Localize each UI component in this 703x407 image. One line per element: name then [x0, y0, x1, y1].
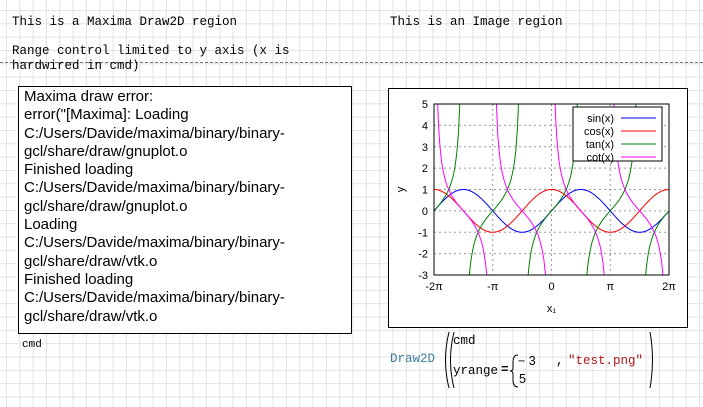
x-tick-label: 2π [662, 281, 676, 293]
y-tick-label: 5 [422, 99, 428, 111]
y-axis-label: y [395, 186, 407, 192]
equals-sign: = [501, 363, 509, 377]
series-line-cosx [434, 189, 669, 233]
right-title: This is an Image region [390, 15, 563, 29]
draw2d-formula[interactable]: Draw2D cmd yrange = − 3 5 , "test.png" [390, 330, 670, 390]
series-line-cotx [437, 104, 664, 275]
x-axis-label: x₁ [547, 303, 557, 315]
cmd-label: cmd [22, 339, 42, 351]
x-tick-label: π [606, 281, 614, 293]
y-tick-label: -2 [418, 249, 428, 261]
ymin-value: − 3 [518, 354, 536, 368]
image-region[interactable]: 5 4 3 2 1 0 -1 -2 -3 -2π -π 0 π 2π sin(x) cos(x) tan(x) c… [388, 88, 688, 328]
legend-label: sin(x) [587, 113, 614, 125]
brace-icon [510, 354, 519, 388]
error-text: Maxima draw error: error("[Maxima]: Load… [24, 88, 285, 325]
y-tick-label: -3 [418, 270, 428, 282]
region-separator [0, 62, 703, 63]
y-tick-label: 2 [422, 163, 428, 175]
ymax-value: 5 [519, 372, 526, 386]
y-tick-label: -1 [418, 227, 428, 239]
legend-label: cot(x) [587, 152, 615, 164]
legend-box [572, 106, 663, 162]
outer-paren-close [649, 331, 653, 389]
note-line-2: hardwired in cmd) [12, 59, 140, 73]
arg-cmd: cmd [453, 334, 476, 348]
legend-label: tan(x) [586, 139, 614, 151]
outer-paren-open [445, 331, 455, 389]
filename-string: "test.png" [568, 354, 644, 368]
comma: , [556, 354, 564, 368]
x-tick-label: -π [487, 281, 499, 293]
left-title: This is a Maxima Draw2D region [12, 15, 238, 29]
function-name: Draw2D [390, 352, 436, 366]
y-tick-label: 3 [422, 142, 428, 154]
x-tick-label: 0 [548, 281, 554, 293]
plot: 5 4 3 2 1 0 -1 -2 -3-2π -π 0 π 2π sin(x)cos(x)tan(x)c… [395, 99, 676, 315]
y-tick-label: 1 [422, 185, 428, 197]
plot-border [433, 103, 670, 276]
arg-yrange-name: yrange [453, 364, 499, 378]
x-tick-label: -2π [425, 281, 443, 293]
legend-label: cos(x) [584, 126, 614, 138]
y-tick-label: 4 [422, 120, 428, 132]
note-line-1: Range control limited to y axis (x is [12, 44, 290, 58]
draw2d-error-region[interactable]: Maxima draw error: error("[Maxima]: Load… [18, 86, 352, 334]
y-tick-label: 0 [422, 206, 428, 218]
